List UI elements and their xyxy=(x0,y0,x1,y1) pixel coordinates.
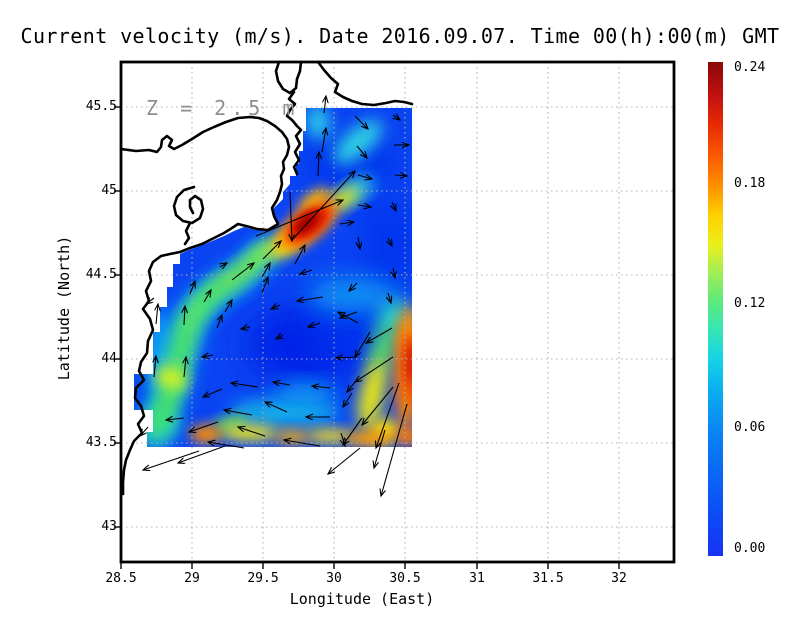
current-vector-arrows xyxy=(140,96,409,496)
y-tick-label: 44 xyxy=(101,351,117,366)
x-tick-label: 28.5 xyxy=(105,571,137,586)
x-tick-label: 30 xyxy=(326,571,342,586)
y-tick-label: 45 xyxy=(101,183,117,198)
x-tick-label: 29 xyxy=(184,571,200,586)
y-tick-label: 44.5 xyxy=(85,267,117,282)
x-tick-label: 31.5 xyxy=(532,571,564,586)
plot-title: Current velocity (m/s). Date 2016.09.07.… xyxy=(20,24,780,48)
y-tick-label: 45.5 xyxy=(85,99,117,114)
x-tick-label: 31 xyxy=(469,571,485,586)
graticule xyxy=(121,62,674,562)
x-tick-label: 32 xyxy=(611,571,627,586)
colorbar-tick-label: 0.24 xyxy=(734,60,766,75)
depth-annotation: Z = 2.5 m xyxy=(146,96,300,120)
y-axis-label: Latitude (North) xyxy=(55,235,73,381)
plot-frame xyxy=(119,60,676,564)
colorbar-tick-label: 0.06 xyxy=(734,420,766,435)
x-tick-label: 30.5 xyxy=(389,571,421,586)
colorbar-tick-label: 0.12 xyxy=(734,296,766,311)
colorbar-tick-label: 0.18 xyxy=(734,176,766,191)
velocity-field xyxy=(134,108,412,447)
coastline xyxy=(119,60,414,496)
colorbar-tick-label: 0.00 xyxy=(734,541,766,556)
x-tick-label: 29.5 xyxy=(247,571,279,586)
x-axis-label: Longitude (East) xyxy=(289,590,435,608)
y-tick-label: 43.5 xyxy=(85,435,117,450)
colorbar xyxy=(708,62,723,556)
y-tick-label: 43 xyxy=(101,519,117,534)
